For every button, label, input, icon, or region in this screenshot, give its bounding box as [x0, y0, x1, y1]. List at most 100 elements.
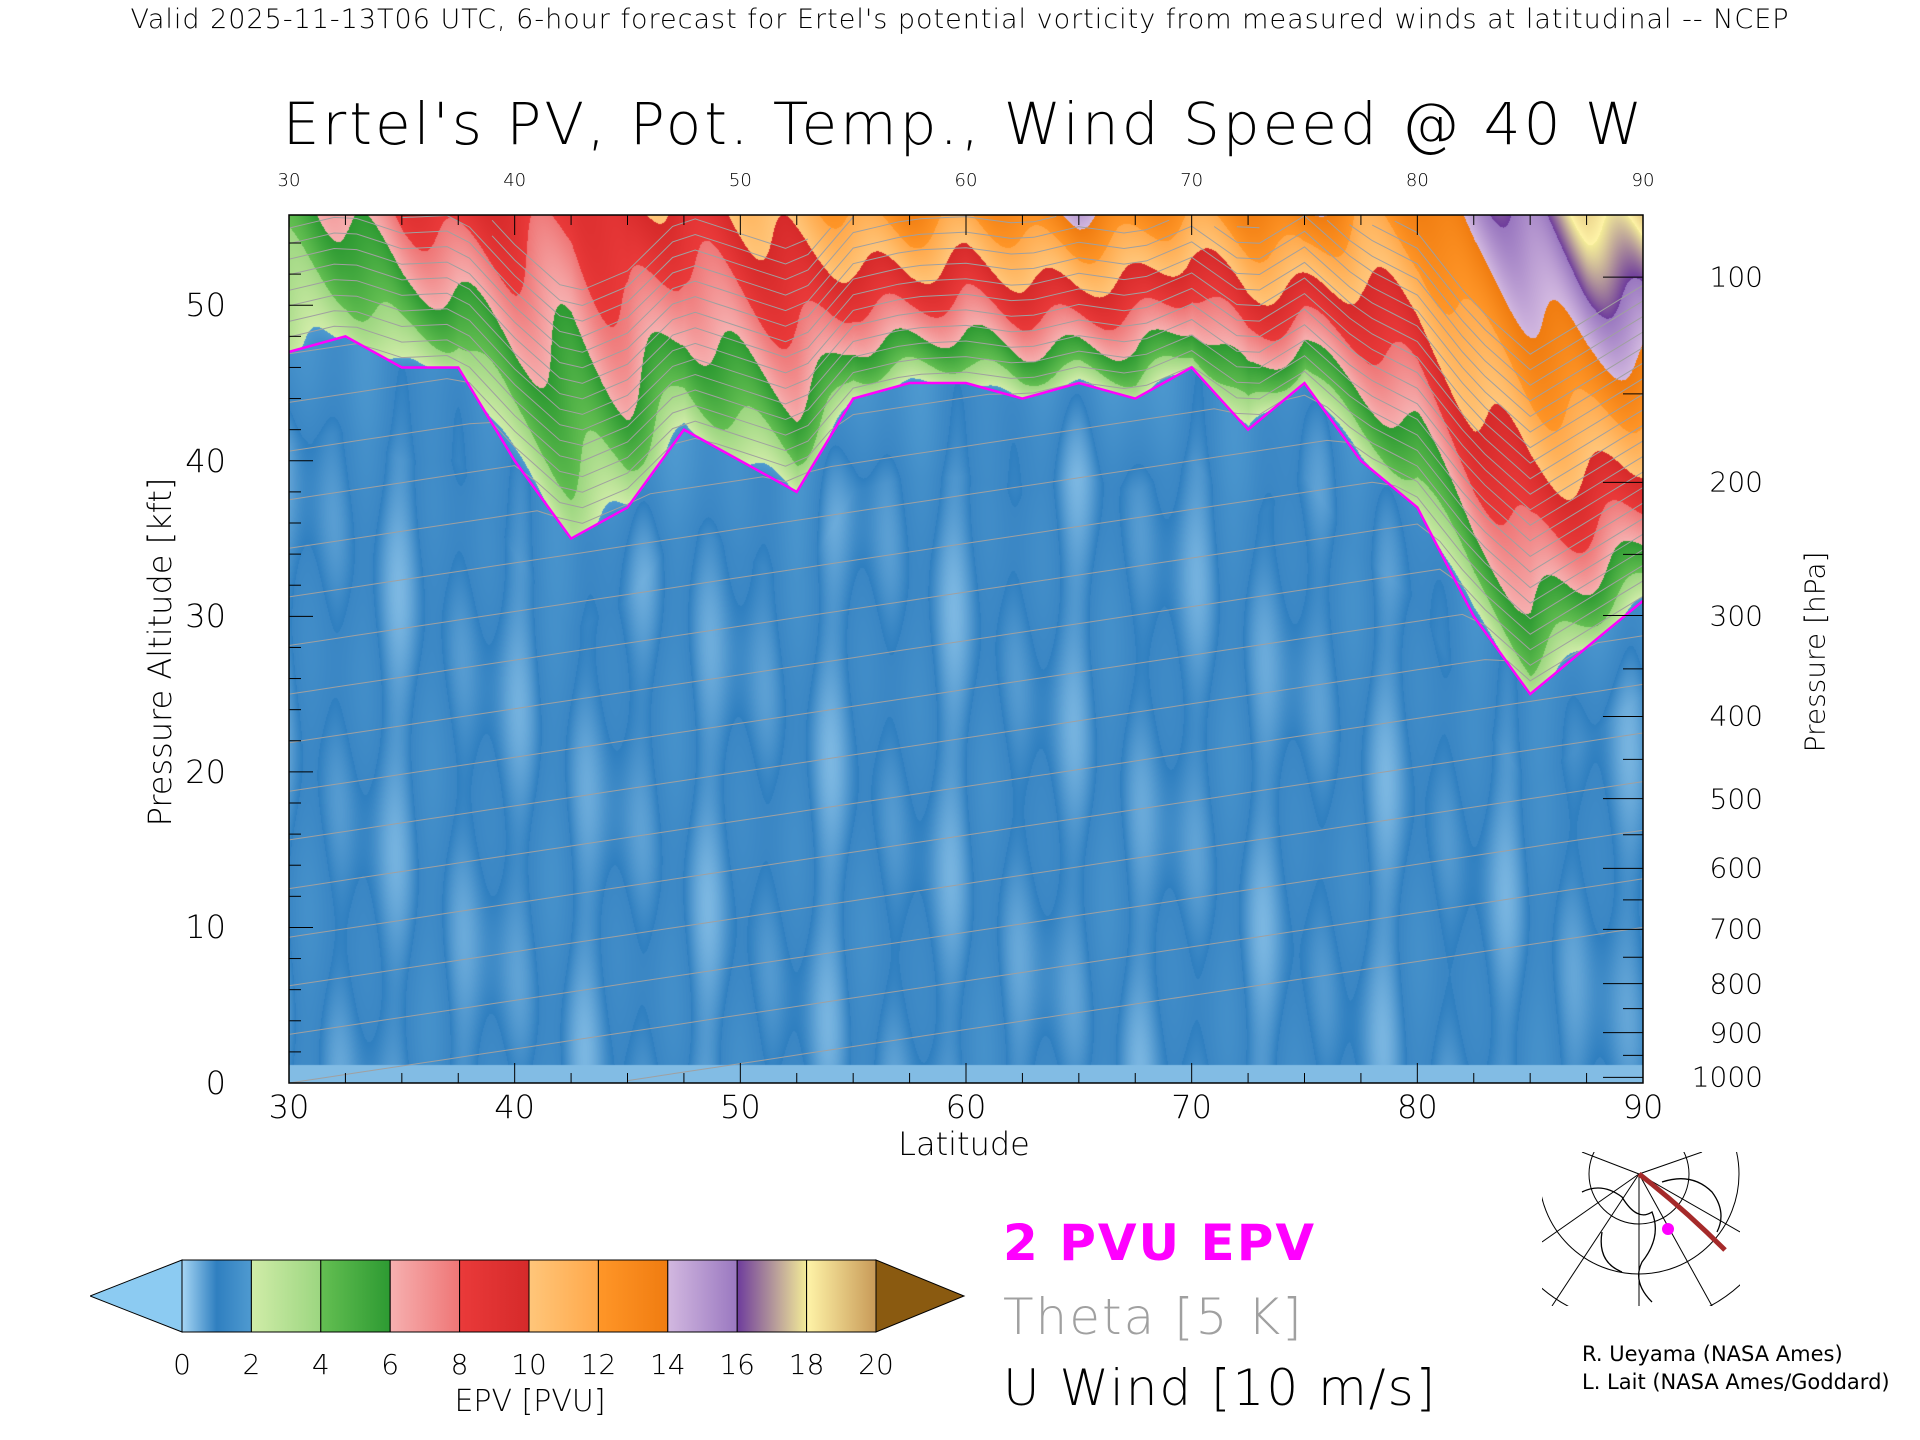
x-tick-label: 50 [719, 1088, 761, 1126]
colorbar-under-arrow [90, 1259, 183, 1333]
theta-contour [288, 635, 1644, 841]
chart-title: Ertel's PV, Pot. Temp., Wind Speed @ 40 … [282, 90, 1646, 158]
colorbar-over-arrow [875, 1259, 966, 1333]
x-tick-label-top: 70 [1180, 170, 1204, 191]
theta-contour [288, 439, 1644, 604]
location-marker [1662, 1223, 1674, 1235]
pv-field [289, 215, 1643, 1083]
theta-contour [288, 595, 1644, 792]
x-tick-label-top: 50 [728, 170, 752, 191]
theta-contour [288, 241, 1644, 449]
y-tick-label: 0 [205, 1064, 226, 1102]
y2-axis-label: Pressure [hPa] [1798, 551, 1832, 753]
colorbar-segment [250, 1259, 322, 1333]
theta-contour [288, 732, 1644, 938]
x-tick-label-top: 90 [1631, 170, 1655, 191]
colorbar-segment [320, 1259, 391, 1333]
credit-line-2: L. Lait (NASA Ames/Goddard) [1582, 1370, 1890, 1394]
map-coastlines [1581, 1178, 1722, 1303]
y-tick-label: 50 [185, 286, 226, 325]
theta-contour [288, 256, 1644, 464]
theta-contour [491, 218, 809, 291]
colorbar-segment [459, 1259, 530, 1333]
theta-contour [1236, 226, 1260, 229]
colorbar-tick-label: 18 [788, 1348, 825, 1381]
theta-contour [288, 287, 1644, 495]
theta-contour [288, 350, 1644, 558]
colorbar-tick-label: 4 [311, 1348, 330, 1381]
locator-map [1542, 1152, 1740, 1306]
colorbar-segment [181, 1259, 252, 1333]
colorbar-tick-label: 20 [858, 1348, 894, 1381]
pressure-tick-label: 500 [1709, 782, 1763, 816]
theta-contour [288, 215, 1057, 338]
theta-contour [288, 829, 1644, 1035]
legend-wind: U Wind [10 m/s] [1003, 1359, 1438, 1417]
header-text: Valid 2025-11-13T06 UTC, 6-hour forecast… [130, 4, 1790, 35]
colorbar-segment [597, 1259, 669, 1333]
colorbar-tick-label: 16 [719, 1348, 756, 1381]
pressure-tick-label: 1000 [1691, 1060, 1763, 1094]
y-tick-label: 40 [185, 441, 226, 480]
pressure-tick-label: 600 [1709, 851, 1763, 885]
theta-contour [491, 227, 831, 307]
colorbar [90, 1259, 966, 1333]
theta-contour [288, 394, 1644, 589]
legend-theta: Theta [5 K] [1003, 1288, 1304, 1346]
colorbar-segment [667, 1259, 738, 1333]
theta-contour [288, 781, 1644, 987]
theta-contour [288, 272, 1644, 480]
x-tick-label: 40 [494, 1088, 536, 1126]
theta-contour [288, 365, 1644, 573]
theta-contour [288, 219, 1170, 353]
theta-contour [288, 523, 1644, 695]
x-tick-label-top: 40 [503, 170, 527, 191]
colorbar-tick-label: 0 [173, 1348, 191, 1381]
colorbar-tick-label: 12 [580, 1348, 617, 1381]
x-axis-label: Latitude [898, 1125, 1030, 1163]
plot-area [288, 214, 1644, 1084]
y-tick-label: 30 [185, 597, 226, 636]
plot-overlay [288, 214, 1644, 1084]
theta-contour [627, 926, 1644, 1082]
theta-contour [288, 318, 1644, 526]
colorbar-tick-label: 2 [242, 1348, 261, 1381]
pressure-tick-label: 700 [1709, 912, 1763, 946]
colorbar-segment [389, 1259, 461, 1333]
theta-contour [401, 214, 854, 322]
x-tick-label-top: 60 [954, 170, 978, 191]
x-tick-label: 30 [268, 1088, 310, 1126]
colorbar-label: EPV [PVU] [454, 1384, 606, 1419]
theta-contour [1394, 220, 1644, 355]
legend-pv-line: 2 PVU EPV [1003, 1214, 1317, 1272]
theta-contour [288, 303, 1644, 511]
theta-contour [1213, 215, 1644, 418]
theta-contour [288, 683, 1644, 890]
pressure-tick-label: 800 [1709, 967, 1763, 1001]
cross-section-track [1637, 1172, 1727, 1252]
colorbar-tick-label: 8 [450, 1348, 469, 1381]
pressure-tick-label: 200 [1709, 465, 1763, 499]
y-axis-label: Pressure Altitude [kft] [141, 477, 179, 827]
credit-line-1: R. Ueyama (NASA Ames) [1582, 1342, 1843, 1366]
y-tick-label: 10 [185, 908, 226, 947]
pressure-tick-label: 100 [1709, 260, 1763, 294]
colorbar-segment [806, 1259, 877, 1333]
theta-contour [288, 878, 1644, 1084]
x-tick-label: 60 [945, 1088, 987, 1126]
theta-contour [288, 481, 1644, 646]
colorbar-tick-label: 14 [649, 1348, 686, 1381]
x-tick-label-top: 30 [277, 170, 301, 191]
colorbar-tick-label: 10 [511, 1348, 547, 1381]
colorbar-segment [528, 1259, 599, 1333]
theta-contour [1349, 224, 1644, 386]
theta-contour [1371, 224, 1644, 371]
pressure-tick-label: 900 [1709, 1016, 1763, 1050]
colorbar-tick-label: 6 [381, 1348, 400, 1381]
y-tick-label: 20 [185, 752, 226, 791]
x-tick-label: 90 [1622, 1088, 1664, 1126]
pressure-tick-label: 300 [1709, 599, 1763, 632]
pressure-tick-label: 400 [1709, 699, 1763, 733]
pv2-contour [288, 334, 1644, 696]
theta-contour [1326, 219, 1644, 402]
